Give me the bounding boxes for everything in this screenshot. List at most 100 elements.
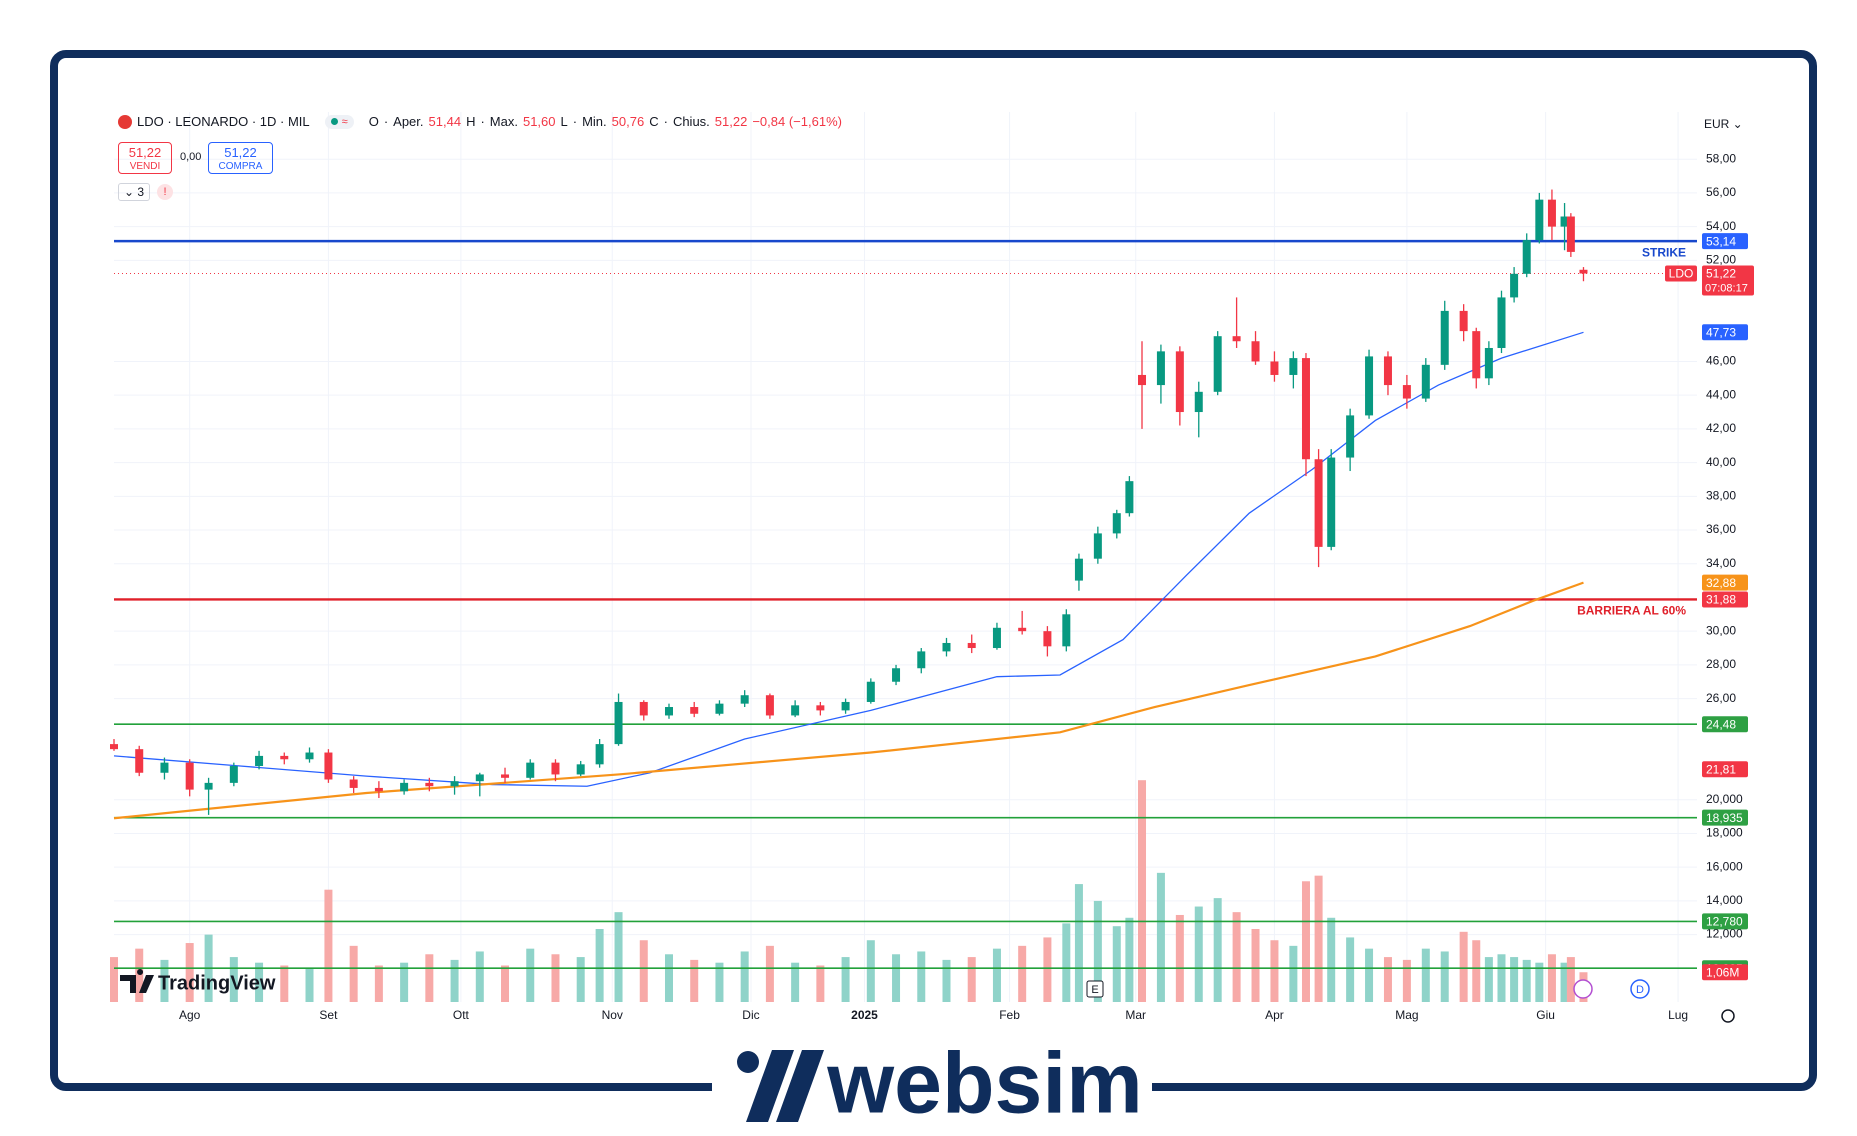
- brand-dot: [737, 1051, 759, 1073]
- x-tick-label: Dic: [742, 1008, 759, 1022]
- candle-body: [1459, 310, 1468, 332]
- candle-body: [1566, 216, 1575, 252]
- volume-bar: [135, 948, 144, 1002]
- candle-body: [1251, 341, 1260, 362]
- symbol-icon: [118, 114, 132, 129]
- candle-body: [450, 781, 459, 787]
- candle-body: [1156, 351, 1165, 386]
- level-label-text: 53,14: [1706, 234, 1736, 248]
- candle-body: [551, 762, 560, 775]
- candle-body: [791, 705, 800, 716]
- volume-bar: [1560, 962, 1569, 1002]
- candle-body: [349, 779, 358, 788]
- volume-bar: [305, 968, 314, 1002]
- candle-body: [1484, 347, 1493, 379]
- buy-button[interactable]: 51,22 COMPRA: [208, 142, 273, 174]
- candle-body: [664, 707, 673, 716]
- candle-body: [639, 701, 648, 716]
- candle-body: [1289, 358, 1298, 375]
- y-tick-label: 54,00: [1706, 219, 1736, 233]
- candle-body: [1402, 385, 1411, 399]
- alert-icon[interactable]: !: [157, 184, 173, 200]
- candle-body: [324, 752, 333, 780]
- volume-bar: [1270, 940, 1279, 1002]
- volume-bar: [917, 951, 926, 1002]
- sell-price: 51,22: [128, 145, 162, 160]
- candle-body: [576, 764, 585, 775]
- volume-bar: [1074, 884, 1083, 1002]
- volume-bar: [450, 959, 459, 1002]
- d-icon: [1630, 979, 1650, 999]
- candle-body: [942, 642, 951, 652]
- sell-button[interactable]: 51,22 VENDI: [118, 142, 172, 174]
- candle-body: [1314, 459, 1323, 547]
- volume-bar: [1535, 962, 1544, 1002]
- indicator-count[interactable]: ⌄ 3: [118, 183, 151, 201]
- candle-body: [992, 627, 1001, 649]
- x-tick-label: Set: [319, 1008, 338, 1022]
- candle-body: [1018, 627, 1027, 632]
- candle-body: [917, 651, 926, 669]
- y-tick-label: 28,00: [1706, 657, 1736, 671]
- candle-body: [1440, 310, 1449, 365]
- volume-bar: [816, 965, 825, 1002]
- volume-bar: [1156, 872, 1165, 1002]
- sell-name: VENDI: [129, 161, 161, 172]
- volume-bar: [1402, 959, 1411, 1002]
- change: −0,84 (−1,61%): [752, 114, 842, 129]
- volume-bar: [1346, 937, 1355, 1002]
- candle-body: [1383, 356, 1392, 386]
- candle-body: [892, 668, 901, 682]
- candle-body: [1194, 391, 1203, 413]
- candle-body: [1125, 481, 1134, 514]
- volume-bar: [110, 957, 118, 1002]
- x-tick-label: Ott: [453, 1008, 470, 1022]
- candle-body: [160, 762, 169, 773]
- open-name: Aper.: [393, 114, 424, 129]
- volume-bar: [1175, 914, 1184, 1002]
- candle-body: [1535, 199, 1544, 241]
- volume-bar: [1459, 931, 1468, 1002]
- candle-body: [1138, 374, 1147, 386]
- candle-body: [1365, 356, 1374, 416]
- ma-label-box: [1702, 574, 1748, 591]
- candle-body: [1112, 513, 1121, 534]
- candle-body: [816, 705, 825, 711]
- candle-body: [526, 762, 535, 778]
- o: O: [368, 114, 379, 129]
- currency[interactable]: EUR ⌄: [1704, 117, 1743, 131]
- candle-body: [866, 681, 875, 702]
- volume-bar: [526, 948, 535, 1002]
- low-name: Min.: [582, 114, 607, 129]
- volume-bar: [967, 957, 976, 1002]
- volume-label-text: 1,06M: [1706, 965, 1739, 979]
- volume-bar: [1301, 881, 1310, 1002]
- y-tick-label: 52,00: [1706, 253, 1736, 267]
- volume-bar: [1472, 940, 1481, 1002]
- level-label-box: [1702, 809, 1748, 826]
- branding: websim: [826, 1036, 1142, 1132]
- e-icon-text: E: [1091, 984, 1098, 996]
- volume-bar: [349, 945, 358, 1002]
- volume-bar: [400, 962, 409, 1002]
- symbol[interactable]: LDO · LEONARDO · 1D · MIL: [137, 114, 310, 129]
- volume-bar: [185, 943, 194, 1002]
- candle-body: [280, 755, 289, 760]
- x-tick-label: Feb: [999, 1008, 1020, 1022]
- marker-label-box: [1702, 761, 1748, 778]
- volume-bar: [690, 959, 699, 1002]
- candle-body: [374, 787, 383, 792]
- candle-body: [1547, 199, 1556, 227]
- tv-logo-shape: [120, 969, 154, 993]
- candle-body: [1270, 361, 1279, 375]
- y-tick-label: 34,00: [1706, 556, 1736, 570]
- volume-bar: [740, 951, 749, 1002]
- price-name-box: [1665, 265, 1697, 282]
- l: L: [560, 114, 568, 129]
- y-tick-label: 42,00: [1706, 421, 1736, 435]
- ma-label-box: [1702, 324, 1748, 341]
- status[interactable]: ≈: [324, 114, 354, 129]
- volume-bar: [160, 959, 169, 1002]
- x-tick-label: Apr: [1265, 1008, 1284, 1022]
